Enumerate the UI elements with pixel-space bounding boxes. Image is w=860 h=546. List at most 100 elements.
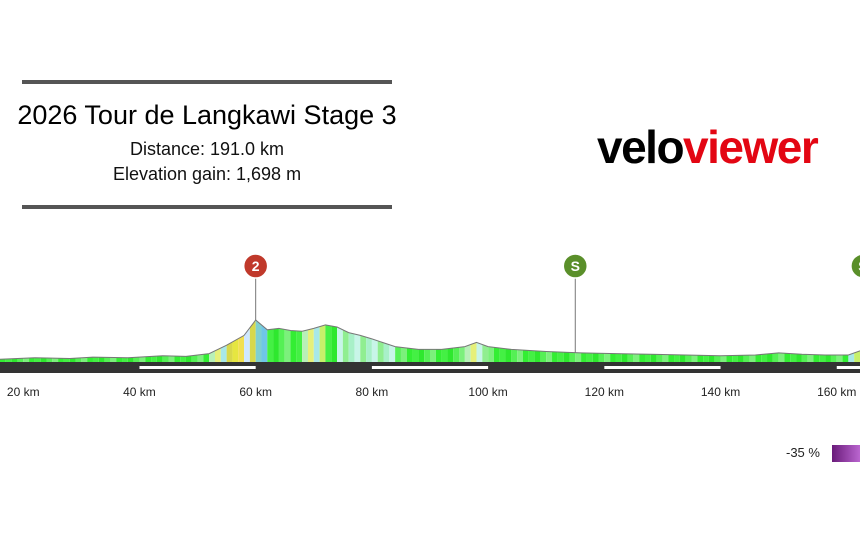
profile-strip (58, 358, 64, 362)
profile-strip (122, 357, 128, 362)
profile-strip (790, 353, 797, 362)
profile-strip (209, 350, 215, 362)
profile-strip (313, 326, 320, 362)
profile-strip (81, 357, 88, 362)
profile-strip (621, 353, 628, 362)
marker-label: S (858, 258, 860, 274)
profile-strip (226, 341, 233, 362)
profile-strip (825, 355, 831, 362)
profile-strip (267, 329, 274, 362)
gradient-legend: -35 % (786, 445, 860, 462)
profile-strip (307, 328, 314, 362)
profile-strip (151, 356, 157, 362)
profile-strip (464, 344, 471, 362)
profile-strip (418, 349, 425, 362)
profile-strip (714, 355, 721, 362)
profile-strip (697, 355, 704, 362)
profile-strip (778, 352, 785, 362)
profile-strip (563, 352, 570, 362)
profile-strip (203, 353, 210, 362)
profile-strip (110, 357, 117, 362)
profile-strip (441, 348, 448, 362)
elevation-profile-chart: 2 S S 20 km 40 km 60 km 80 km 100 km 120 km 140 … (0, 253, 860, 399)
profile-strip (691, 355, 698, 362)
profile-strip (40, 357, 47, 362)
profile-strip (703, 355, 709, 362)
profile-strip (854, 350, 860, 362)
profile-strip (255, 320, 262, 362)
kom-marker (242, 253, 269, 279)
profile-strip (540, 351, 547, 362)
profile-strip (412, 348, 419, 362)
profile-strip (395, 346, 401, 362)
profile-strip (319, 324, 326, 362)
profile-strip (156, 355, 163, 362)
distance-text: Distance: 191.0 km (129, 139, 285, 159)
profile-strip (708, 355, 715, 362)
profile-strip (685, 355, 692, 362)
profile-strip (244, 327, 250, 362)
x-tick-label: 140 km (701, 385, 740, 399)
profile-strip (424, 349, 430, 362)
profile-strip (796, 353, 802, 362)
profile-strip (755, 354, 762, 362)
profile-strip (668, 354, 675, 362)
profile-strip (488, 346, 494, 362)
profile-strip (191, 355, 198, 362)
profile-strip (749, 355, 756, 362)
profile-strip (232, 338, 239, 362)
profile-strip (546, 351, 553, 362)
legend-swatch (832, 445, 860, 462)
profile-strip (139, 356, 146, 362)
x-tick-label: 20 km (7, 385, 40, 399)
profile-strip (645, 354, 651, 362)
profile-strip (610, 353, 616, 362)
profile-strip (69, 358, 76, 362)
profile-strip (29, 357, 35, 362)
road-dash (139, 366, 256, 369)
profile-strip (807, 354, 814, 362)
veloviewer-logo: veloviewer (597, 124, 819, 170)
profile-strip (63, 358, 70, 362)
profile-strip (11, 358, 18, 362)
profile-strip (522, 350, 529, 362)
profile-strip (34, 357, 41, 362)
profile-strip (720, 355, 727, 362)
profile-strip (493, 347, 500, 362)
profile-strip (174, 356, 181, 362)
profile-strip (679, 354, 686, 362)
profile-strip (185, 355, 192, 362)
profile-strip (360, 335, 367, 362)
x-tick-label: 100 km (468, 385, 507, 399)
sprint-marker (562, 253, 589, 279)
profile-strip (0, 358, 6, 362)
profile-strip (639, 354, 645, 362)
profile-strip (482, 344, 489, 362)
profile-strip (180, 356, 186, 362)
page-title: 2026 Tour de Langkawi Stage 3 (17, 100, 397, 130)
profile-strip (801, 354, 808, 362)
profile-strip (197, 354, 204, 362)
profile-strip (278, 328, 285, 362)
profile-strip (290, 330, 297, 362)
profile-strip (92, 357, 99, 362)
markers-group: 2 S S (242, 253, 860, 353)
profile-strip (430, 349, 436, 362)
profile-strip (627, 353, 634, 362)
profile-strip (325, 324, 332, 362)
profile-strip (261, 324, 268, 362)
profile-strip (116, 357, 123, 362)
x-tick-label: 160 km (817, 385, 856, 399)
profile-strip (517, 349, 523, 362)
profile-strip (598, 353, 605, 362)
profile-strip (604, 353, 611, 362)
profile-strip (337, 327, 343, 362)
profile-strip (296, 330, 303, 362)
profile-strip (581, 352, 587, 362)
profile-strip (162, 355, 169, 362)
profile-strip (220, 345, 227, 362)
legend-label: -35 % (786, 445, 820, 460)
profile-strip (249, 320, 256, 362)
profile-strip (75, 357, 82, 362)
profile-strip (552, 351, 558, 362)
